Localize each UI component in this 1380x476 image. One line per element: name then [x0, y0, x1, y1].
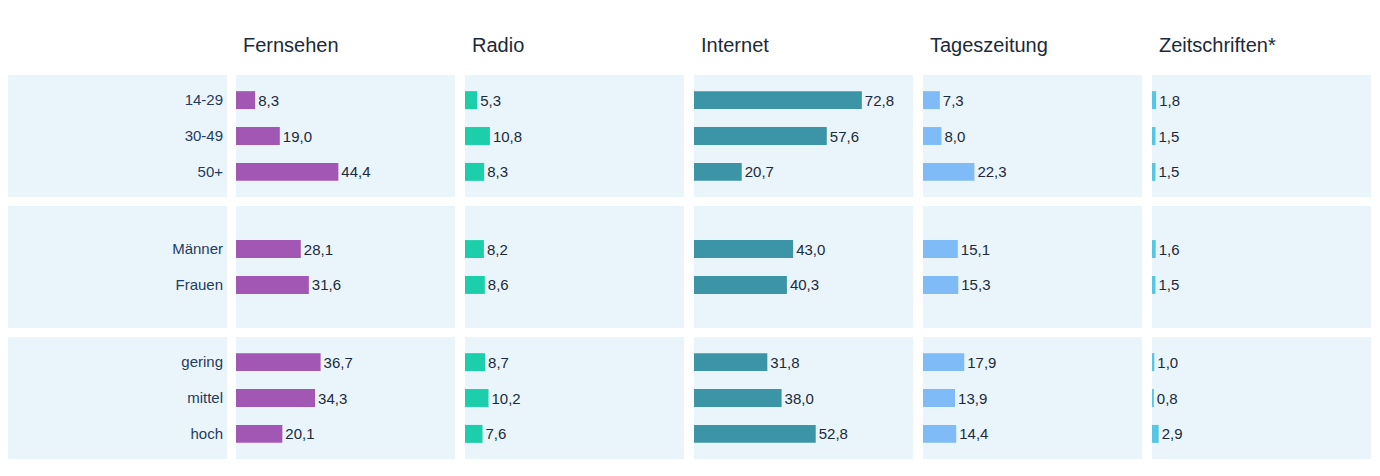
svg-text:57,6: 57,6 — [830, 128, 859, 145]
svg-text:44,4: 44,4 — [341, 163, 370, 180]
svg-text:Fernsehen: Fernsehen — [243, 34, 339, 56]
svg-text:2,9: 2,9 — [1162, 425, 1183, 442]
svg-text:Tageszeitung: Tageszeitung — [930, 34, 1048, 56]
svg-text:8,0: 8,0 — [944, 128, 965, 145]
svg-text:28,1: 28,1 — [304, 241, 333, 258]
svg-text:Zeitschriften*: Zeitschriften* — [1159, 34, 1276, 56]
svg-text:Internet: Internet — [701, 34, 769, 56]
svg-text:Radio: Radio — [472, 34, 524, 56]
svg-text:22,3: 22,3 — [977, 163, 1006, 180]
svg-text:15,1: 15,1 — [961, 241, 990, 258]
svg-text:72,8: 72,8 — [865, 92, 894, 109]
svg-text:gering: gering — [181, 353, 223, 370]
svg-text:8,2: 8,2 — [487, 241, 508, 258]
svg-text:40,3: 40,3 — [790, 276, 819, 293]
svg-text:Frauen: Frauen — [175, 276, 223, 293]
svg-text:10,2: 10,2 — [492, 390, 521, 407]
svg-text:36,7: 36,7 — [324, 354, 353, 371]
svg-text:14,4: 14,4 — [959, 425, 988, 442]
svg-text:Männer: Männer — [172, 240, 223, 257]
svg-text:1,0: 1,0 — [1157, 354, 1178, 371]
svg-text:20,7: 20,7 — [745, 163, 774, 180]
svg-text:50+: 50+ — [198, 163, 224, 180]
svg-text:52,8: 52,8 — [819, 425, 848, 442]
svg-text:31,6: 31,6 — [312, 276, 341, 293]
svg-text:15,3: 15,3 — [961, 276, 990, 293]
svg-text:43,0: 43,0 — [796, 241, 825, 258]
svg-text:7,3: 7,3 — [943, 92, 964, 109]
svg-text:8,3: 8,3 — [487, 163, 508, 180]
svg-text:38,0: 38,0 — [785, 390, 814, 407]
svg-text:34,3: 34,3 — [318, 390, 347, 407]
svg-text:19,0: 19,0 — [283, 128, 312, 145]
svg-text:hoch: hoch — [190, 425, 223, 442]
svg-text:1,5: 1,5 — [1158, 163, 1179, 180]
svg-text:1,6: 1,6 — [1159, 241, 1180, 258]
svg-text:1,8: 1,8 — [1159, 92, 1180, 109]
svg-text:5,3: 5,3 — [480, 92, 501, 109]
svg-text:30-49: 30-49 — [185, 127, 223, 144]
svg-text:0,8: 0,8 — [1157, 390, 1178, 407]
svg-text:mittel: mittel — [187, 389, 223, 406]
svg-text:1,5: 1,5 — [1158, 128, 1179, 145]
svg-text:8,7: 8,7 — [488, 354, 509, 371]
svg-text:8,3: 8,3 — [258, 92, 279, 109]
svg-text:14-29: 14-29 — [185, 91, 223, 108]
svg-text:7,6: 7,6 — [486, 425, 507, 442]
svg-text:17,9: 17,9 — [967, 354, 996, 371]
svg-text:10,8: 10,8 — [493, 128, 522, 145]
svg-text:20,1: 20,1 — [285, 425, 314, 442]
svg-text:8,6: 8,6 — [488, 276, 509, 293]
svg-text:13,9: 13,9 — [958, 390, 987, 407]
svg-text:1,5: 1,5 — [1158, 276, 1179, 293]
svg-text:31,8: 31,8 — [770, 354, 799, 371]
